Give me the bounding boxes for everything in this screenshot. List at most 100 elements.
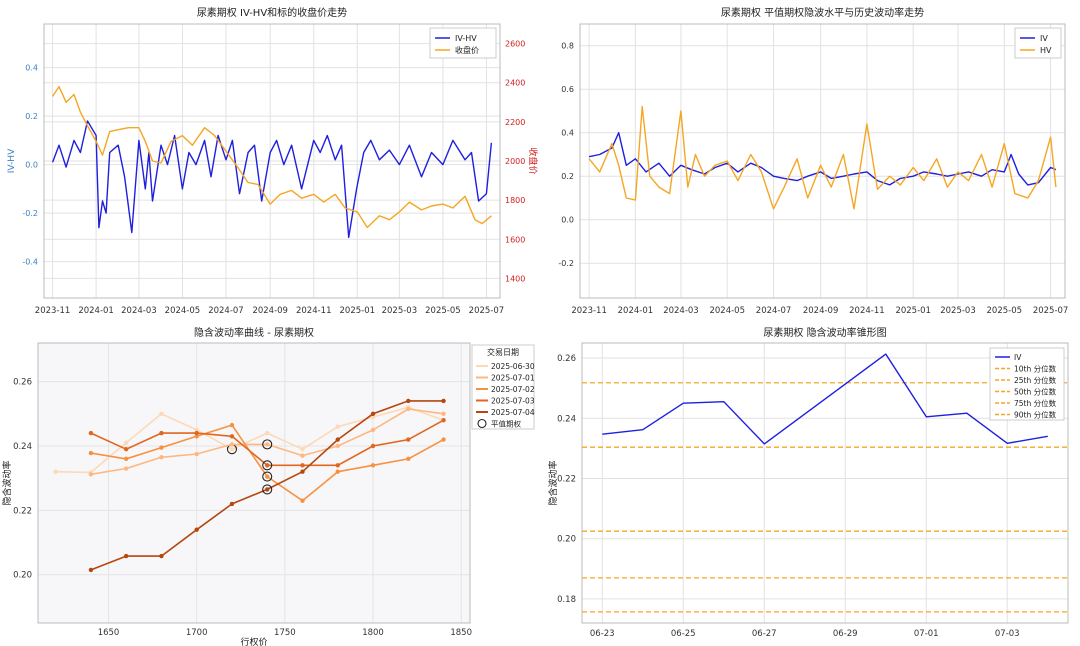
chart3-frame (581, 342, 1069, 624)
data-point (194, 434, 199, 439)
series-line (52, 85, 492, 229)
data-point (300, 498, 305, 503)
atm-marker (262, 439, 273, 450)
legend-label: 10th 分位数 (1014, 364, 1057, 374)
y-tick-label: 0.26 (13, 378, 32, 388)
chart-title: 尿素期权 隐含波动率锥形图 (763, 326, 886, 339)
x-tick-label: 2024-09 (252, 306, 288, 316)
series-line (55, 406, 444, 474)
y-tick-label: 0.4 (561, 129, 574, 138)
x-tick-label: 1700 (186, 628, 208, 638)
x-tick-label: 2024-01 (618, 306, 654, 316)
legend-label: HV (1040, 46, 1052, 55)
x-tick-label: 2024-07 (208, 306, 244, 316)
data-point (406, 398, 411, 404)
data-point (88, 430, 94, 436)
legend-box (471, 344, 535, 430)
legend-label: 2025-07-04 (491, 408, 535, 417)
series-line (51, 120, 493, 239)
x-tick-label: 2023-11 (35, 306, 71, 316)
data-point (159, 430, 164, 436)
x-tick-label: 2024-11 (849, 306, 885, 316)
data-point (88, 472, 94, 477)
y-tick-label: 0.4 (25, 64, 38, 73)
data-point (123, 447, 129, 452)
y2-tick-label: 2200 (505, 118, 525, 127)
chart-atm-iv-hv: 尿素期权 平值期权隐波水平与历史波动率走势 2023-11 2024-01 2024-… (558, 6, 1068, 316)
chart-ivhv-close: 尿素期权 IV-HV和标的收盘价走势 2023-11 2024-01 2024-03 2… (7, 6, 539, 316)
x-tick-label: 2025-05 (987, 306, 1023, 316)
y-tick-label: 0.26 (557, 354, 576, 364)
data-point (441, 418, 446, 423)
chart0-frame (43, 23, 501, 299)
x-tick-label: 2024-11 (296, 306, 332, 316)
x-tick-label: 2025-03 (940, 306, 976, 316)
data-point (194, 427, 199, 433)
y-tick-label: 0.24 (557, 414, 576, 424)
y-tick-label: 0.18 (557, 595, 576, 605)
data-point (229, 422, 235, 428)
legend-label: 90th 分位数 (1014, 410, 1057, 420)
data-point (300, 453, 305, 458)
atm-marker (262, 471, 273, 482)
x-tick-label: 2024-09 (803, 306, 839, 316)
data-point (159, 445, 164, 450)
x-tick-label: 1750 (274, 628, 296, 638)
x-axis-label: 行权价 (240, 636, 267, 646)
data-point (194, 527, 199, 532)
data-point (159, 553, 164, 559)
chart-title: 尿素期权 IV-HV和标的收盘价走势 (197, 6, 347, 19)
legend-box (429, 27, 497, 59)
series-line (588, 131, 1057, 186)
data-point (265, 430, 270, 436)
y2-tick-label: 1800 (505, 196, 525, 205)
data-point (335, 437, 340, 442)
data-point (370, 411, 376, 417)
data-point (406, 406, 411, 412)
x-tick-label: 1800 (362, 628, 384, 638)
legend-label: 50th 分位数 (1014, 387, 1057, 397)
y-tick-label: -0.2 (22, 209, 38, 218)
y-tick-label: 0.20 (13, 571, 32, 581)
data-point (159, 455, 164, 460)
x-tick-label: 2025-01 (340, 306, 376, 316)
data-point (265, 442, 270, 447)
y-tick-label: -0.4 (22, 258, 38, 267)
x-tick-label: 1850 (450, 628, 472, 638)
data-point (265, 463, 270, 468)
y-axis-label: 隐含波动率 (1, 460, 13, 505)
atm-marker (262, 484, 273, 495)
data-point (441, 398, 446, 404)
legend-label: 收盘价 (455, 45, 479, 55)
y-tick-label: 0.8 (561, 42, 574, 51)
y-tick-label: -0.2 (558, 259, 574, 268)
legend-box (989, 347, 1065, 421)
chart-title: 尿素期权 平值期权隐波水平与历史波动率走势 (721, 6, 924, 19)
data-point (335, 424, 340, 429)
data-point (194, 451, 199, 457)
data-point (406, 456, 411, 462)
x-tick-label: 06-27 (752, 629, 777, 639)
data-point (265, 487, 270, 492)
y-tick-label: 0.22 (557, 474, 576, 484)
legend-label: 2025-07-03 (491, 397, 535, 406)
y2-tick-label: 1600 (505, 235, 525, 244)
chart-iv-smile: 隐含波动率曲线 - 尿素期权 1650 1700 1750 1800 1850 0.20 0.… (1, 326, 535, 646)
x-tick-label: 1650 (98, 628, 120, 638)
x-tick-label: 06-29 (833, 629, 858, 639)
x-tick-label: 2024-03 (663, 306, 699, 316)
y2-tick-label: 1400 (505, 274, 525, 283)
x-tick-label: 2024-07 (756, 306, 792, 316)
x-tick-label: 2025-01 (895, 306, 931, 316)
data-point (370, 414, 376, 420)
data-point (123, 466, 129, 471)
data-point (53, 469, 58, 474)
x-tick-label: 2025-03 (382, 306, 418, 316)
x-tick-label: 07-01 (914, 629, 939, 639)
data-point (229, 447, 235, 452)
legend-label: 75th 分位数 (1014, 398, 1057, 408)
data-point (229, 501, 235, 507)
legend-title: 交易日期 (487, 347, 519, 357)
data-point (229, 434, 235, 439)
data-point (370, 443, 376, 449)
